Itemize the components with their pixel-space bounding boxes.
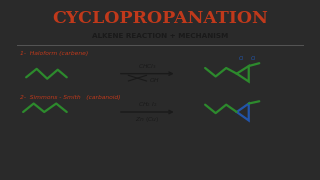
Text: CYCLOPROPANATION: CYCLOPROPANATION	[52, 10, 268, 27]
Text: $\mathit{CHCl_3}$: $\mathit{CHCl_3}$	[138, 62, 157, 71]
Text: ALKENE REACTION + MECHANISM: ALKENE REACTION + MECHANISM	[92, 33, 228, 39]
Text: 2-  Simmons - Smith   (carbanoid): 2- Simmons - Smith (carbanoid)	[20, 95, 121, 100]
Text: 1-  Haloform (carbene): 1- Haloform (carbene)	[20, 51, 88, 56]
Text: Cl: Cl	[239, 57, 244, 62]
Text: $\mathit{OH}$: $\mathit{OH}$	[148, 76, 160, 84]
Text: $\mathit{CH_2\ I_2}$: $\mathit{CH_2\ I_2}$	[138, 100, 157, 109]
Text: $\mathit{Zn\ (Cu)}$: $\mathit{Zn\ (Cu)}$	[135, 115, 159, 124]
Text: Cl: Cl	[251, 57, 256, 62]
